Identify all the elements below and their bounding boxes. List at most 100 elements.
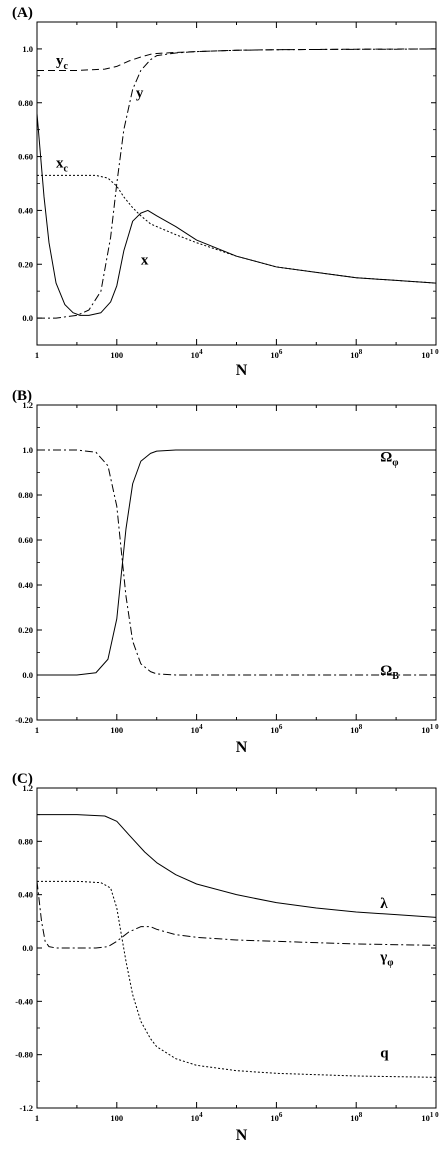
- curve-label: x: [141, 252, 149, 268]
- x-tick-label: 100: [110, 1113, 123, 1123]
- y-tick-label: 1.2: [22, 400, 33, 410]
- y-tick-label: -0.20: [15, 715, 33, 725]
- x-tick-label-base: 10: [421, 350, 430, 360]
- y-tick-label: 0.20: [18, 625, 33, 635]
- curve-label-text: λ: [380, 896, 388, 912]
- curve-label-subscript: B: [392, 671, 399, 682]
- x-axis-label: N: [236, 362, 248, 379]
- curve-label-text: Ω: [380, 449, 392, 465]
- y-tick-label: 1.2: [22, 783, 33, 793]
- curve-label: Ωφ: [380, 449, 398, 468]
- series-line-y: [37, 48, 436, 319]
- curve-label-text: Ω: [380, 663, 392, 679]
- x-tick-label: 106: [270, 723, 283, 735]
- panel-label: (C): [12, 771, 33, 787]
- curve-label-text: x: [141, 252, 149, 268]
- x-tick-label-base: 100: [110, 350, 123, 360]
- y-tick-label: -0.80: [15, 1050, 33, 1060]
- y-tick-label: 0.40: [18, 580, 33, 590]
- x-tick-label-exponent: 8: [359, 723, 363, 731]
- x-tick-label-base: 10: [270, 350, 279, 360]
- x-tick-label: 1: [35, 725, 39, 735]
- curve-label-subscript: φ: [392, 457, 398, 468]
- y-tick-label: 0.60: [18, 535, 33, 545]
- x-tick-label: 101 0: [421, 348, 439, 360]
- x-tick-label: 101 0: [421, 1111, 439, 1123]
- curve-label-subscript: c: [64, 163, 69, 174]
- x-tick-label: 100: [110, 350, 123, 360]
- y-tick-label: 1.0: [22, 445, 33, 455]
- curve-label: q: [380, 1045, 389, 1061]
- x-tick-label-exponent: 4: [199, 723, 203, 731]
- y-tick-label: 0.0: [22, 943, 33, 953]
- curve-label-subscript: c: [64, 61, 69, 72]
- y-tick-label: 0.40: [18, 205, 33, 215]
- series-line-xc: [37, 174, 436, 284]
- y-tick-label: 1.0: [22, 44, 33, 54]
- x-tick-label: 108: [350, 723, 363, 735]
- x-tick-label: 101 0: [421, 723, 439, 735]
- x-tick-label-base: 1: [35, 1113, 39, 1123]
- x-tick-label-base: 10: [270, 725, 279, 735]
- x-tick-label-exponent: 8: [359, 1111, 363, 1119]
- y-tick-label: 0.0: [22, 313, 33, 323]
- x-tick-label-base: 10: [270, 1113, 279, 1123]
- x-tick-label: 106: [270, 1111, 283, 1123]
- curve-label-text: q: [380, 1045, 389, 1061]
- x-tick-label: 100: [110, 725, 123, 735]
- x-tick-label-base: 1: [35, 725, 39, 735]
- x-tick-label-exponent: 8: [359, 348, 363, 356]
- x-tick-label: 1: [35, 350, 39, 360]
- y-tick-label: 0.20: [18, 259, 33, 269]
- curve-label: λ: [380, 896, 388, 912]
- x-tick-label-base: 100: [110, 725, 123, 735]
- plot-frame: [36, 404, 437, 721]
- curve-label-subscript: φ: [387, 957, 393, 968]
- x-tick-label-exponent: 6: [279, 723, 283, 731]
- panel-1: (B)-0.200.00.200.400.600.801.01.21 100 104…: [12, 388, 439, 756]
- series-line-Omega_phi: [37, 449, 436, 676]
- y-tick-label: 0.0: [22, 670, 33, 680]
- x-tick-label-base: 10: [191, 725, 200, 735]
- x-axis-label: N: [236, 739, 248, 756]
- x-tick-label-exponent: 1 0: [430, 1111, 439, 1119]
- curve-label: ΩB: [380, 663, 399, 682]
- x-tick-label-exponent: 1 0: [430, 348, 439, 356]
- y-tick-label: 0.80: [18, 490, 33, 500]
- x-tick-label: 106: [270, 348, 283, 360]
- panel-label: (B): [12, 388, 32, 404]
- x-tick-label-exponent: 1 0: [430, 723, 439, 731]
- curve-label: xc: [56, 155, 69, 174]
- panel-label: (A): [12, 5, 33, 21]
- x-tick-label-exponent: 6: [279, 1111, 283, 1119]
- y-tick-label: -1.2: [20, 1103, 33, 1113]
- series-line-yc: [37, 48, 436, 71]
- x-tick-label: 108: [350, 1111, 363, 1123]
- x-tick-label-exponent: 4: [199, 348, 203, 356]
- x-tick-label-base: 10: [421, 1113, 430, 1123]
- x-tick-label-exponent: 6: [279, 348, 283, 356]
- y-tick-label: 0.60: [18, 152, 33, 162]
- x-tick-label-base: 10: [350, 1113, 359, 1123]
- curve-label: y: [136, 85, 144, 101]
- x-tick-label: 104: [191, 348, 204, 360]
- x-tick-label-base: 100: [110, 1113, 123, 1123]
- curve-label-text: y: [136, 85, 144, 101]
- x-tick-label: 108: [350, 348, 363, 360]
- x-tick-label-base: 1: [35, 350, 39, 360]
- x-tick-label: 104: [191, 1111, 204, 1123]
- x-tick-label-exponent: 4: [199, 1111, 203, 1119]
- series-line-lambda: [37, 814, 436, 918]
- x-tick-label-base: 10: [350, 725, 359, 735]
- plot-frame: [36, 21, 437, 346]
- x-tick-label-base: 10: [191, 350, 200, 360]
- curve-label-text: γ: [379, 949, 387, 965]
- y-tick-label: 0.40: [18, 890, 33, 900]
- x-tick-label: 104: [191, 723, 204, 735]
- curve-label: yc: [56, 53, 69, 72]
- series-line-Omega_B: [37, 449, 436, 676]
- curve-label: γφ: [379, 949, 393, 968]
- x-tick-label: 1: [35, 1113, 39, 1123]
- series-line-q: [37, 880, 436, 1078]
